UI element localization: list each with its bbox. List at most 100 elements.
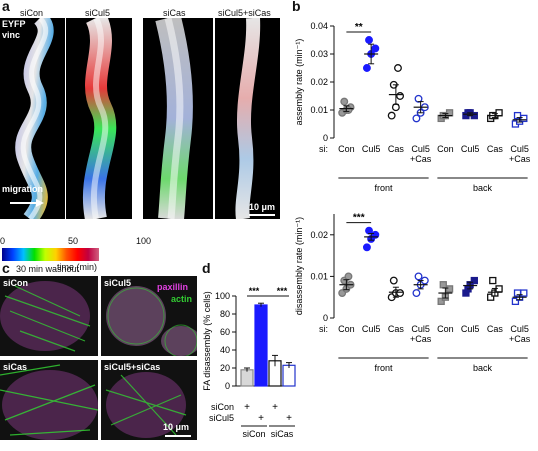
cell-image-sicas: siCas [0, 360, 98, 440]
x-category-label: Con [437, 324, 454, 334]
stain-label-vinc: vinc [2, 30, 21, 40]
microscopy-image-sicul5-sicas: 10 μm [215, 18, 280, 219]
stain-label-paxillin: paxillin [157, 282, 189, 292]
bar [254, 304, 268, 387]
data-point [470, 276, 478, 285]
treatment-mark: + [258, 413, 264, 424]
stain-label-eyfp: EYFP [2, 19, 26, 29]
cell-image-sicul5: siCul5 paxillin actin [101, 276, 197, 356]
scalebar-label-a: 10 μm [249, 202, 276, 212]
scalebar-c [165, 435, 191, 437]
data-point [362, 64, 371, 72]
colorbar-tick-0: 0 [0, 236, 6, 246]
x-category-label: Cul5 [411, 324, 430, 334]
data-point [365, 226, 373, 235]
cell-render-sicul5 [106, 286, 197, 356]
x-category-label: Con [338, 144, 355, 154]
data-point [445, 285, 454, 293]
condition-label-sicas: siCas [163, 8, 186, 18]
x-category-label: Cas [388, 144, 405, 154]
migration-label: migration [2, 184, 44, 194]
data-point [394, 64, 402, 72]
x-category-label: Cas [487, 324, 504, 334]
assembly-rate-chart: 0 0.01 0.02 0.03 0.04 assembly rate (min⁻¹) Co… [294, 21, 531, 193]
tile-label-sicul5: siCul5 [104, 278, 132, 288]
y-tick-label: 0 [323, 313, 328, 323]
washout-title: 30 min washout [16, 264, 80, 274]
x-category-label: +Cas [509, 334, 531, 344]
x-category-label: Cas [388, 324, 405, 334]
y-tick-label: 80 [220, 309, 230, 319]
data-point [437, 297, 445, 306]
scalebar-label-c: 10 μm [163, 422, 190, 432]
data-point [396, 289, 405, 297]
y-tick-label: 0.01 [310, 105, 328, 115]
treatment-row-label: siCon [211, 402, 234, 412]
cell-trace-sicul5-sicas [235, 18, 261, 219]
data-point [387, 111, 396, 120]
colorbar-tick-50: 50 [68, 236, 79, 246]
treatment-row-label: siCul5 [209, 413, 234, 423]
microscopy-image-sicul5 [66, 18, 132, 219]
disassembly-rate-chart: 0 0.01 0.02 disassembly rate (min⁻¹) Con Cul5… [294, 213, 531, 373]
tile-label-sicas: siCas [3, 362, 28, 372]
tile-label-sicon: siCon [3, 278, 29, 288]
x-category-label: Cul5 [510, 324, 529, 334]
cell-image-sicon: siCon [0, 276, 98, 356]
migration-arrow-icon [10, 199, 44, 207]
y-tick-label: 40 [220, 345, 230, 355]
x-category-label: Con [437, 144, 454, 154]
data-point [445, 109, 454, 117]
data-point [365, 36, 373, 44]
x-category-label: +Cas [410, 334, 432, 344]
data-point [396, 92, 405, 100]
panel-a-label: a [2, 0, 10, 14]
y-tick-label: 0.03 [310, 49, 328, 59]
bar [282, 364, 296, 387]
scalebar-a [249, 214, 275, 216]
tile-label-sicul5-sicas: siCul5+siCas [104, 362, 161, 372]
x-category-label: Con [338, 324, 355, 334]
significance-stars: *** [277, 286, 288, 296]
panel-b-label: b [292, 0, 301, 14]
x-category-label: Cul5 [510, 144, 529, 154]
cell-trace-sicul5 [82, 18, 117, 219]
group-label: siCas [271, 429, 294, 439]
treatment-mark: + [272, 402, 278, 413]
data-point [362, 243, 371, 252]
y-tick-label: 0.02 [310, 230, 328, 240]
x-category-label: Cas [487, 144, 504, 154]
microscopy-image-sicon: EYFP vinc migration [0, 18, 65, 219]
x-category-label: Cul5 [411, 144, 430, 154]
data-point [495, 109, 503, 117]
x-category-label: Cul5 [461, 324, 480, 334]
data-point [412, 114, 421, 123]
cell-image-sicul5-sicas: siCul5+siCas 10 μm [101, 360, 197, 440]
time-colorbar [2, 248, 99, 261]
data-point [439, 281, 447, 289]
treatment-mark: + [244, 402, 250, 413]
microscopy-image-sicas [143, 18, 213, 219]
data-point [371, 44, 380, 53]
condition-label-sicon: siCon [20, 8, 44, 18]
y-tick-label: 0.01 [310, 271, 328, 281]
x-category-label: Cul5 [362, 324, 381, 334]
y-tick-label: 20 [220, 363, 230, 373]
y-tick-label: 0.02 [310, 77, 328, 87]
y-tick-label: 0.04 [310, 21, 328, 31]
data-point [344, 272, 353, 281]
group-label: siCon [242, 429, 265, 439]
y-tick-label: 0 [225, 381, 230, 391]
cell-render-sicas [0, 364, 98, 440]
data-point [389, 276, 398, 285]
stain-label-actin: actin [171, 294, 193, 304]
si-label: si: [319, 144, 328, 154]
cell-trace-sicon [15, 18, 54, 219]
bar [240, 369, 254, 387]
panel-c-label: c [2, 260, 10, 276]
data-point [340, 97, 349, 106]
data-point [520, 114, 528, 123]
data-point [511, 297, 520, 306]
significance-stars: *** [353, 213, 365, 224]
colorbar-label: time (min) [57, 262, 97, 272]
